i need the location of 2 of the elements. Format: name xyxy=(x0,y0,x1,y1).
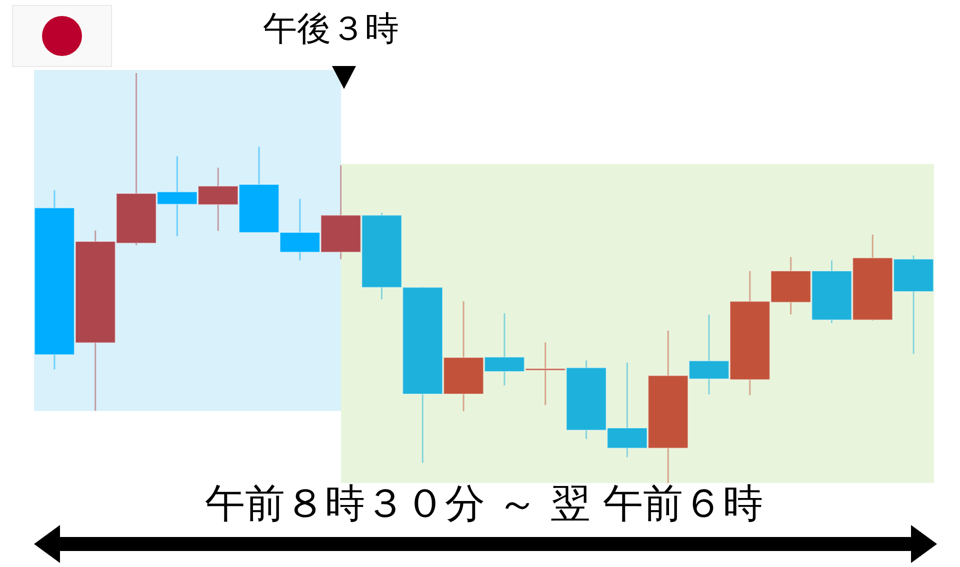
annotation: 午前８時３０分 ～ 翌 午前６時 xyxy=(204,481,764,527)
text: 午後３時 xyxy=(263,9,399,49)
